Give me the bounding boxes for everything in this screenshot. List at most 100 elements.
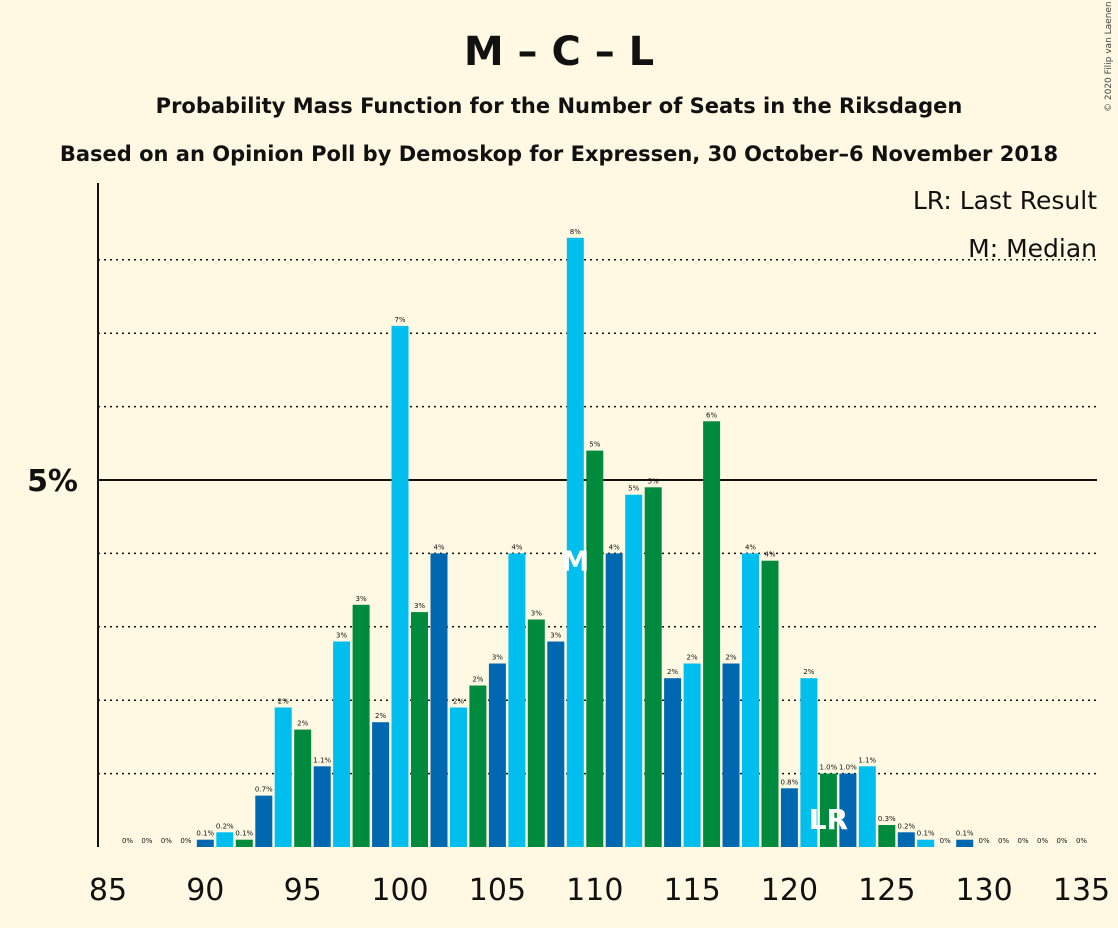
bar-93 bbox=[255, 795, 273, 847]
median-marker: M bbox=[561, 544, 589, 577]
data-label-130: 0% bbox=[979, 837, 990, 845]
bar-115 bbox=[683, 663, 701, 847]
data-label-124: 1.1% bbox=[858, 756, 876, 764]
x-tick-135: 135 bbox=[1053, 873, 1110, 908]
bar-120 bbox=[780, 788, 798, 847]
data-label-126: 0.2% bbox=[897, 822, 915, 830]
x-tick-90: 90 bbox=[186, 873, 224, 908]
bar-119 bbox=[761, 560, 779, 847]
data-label-88: 0% bbox=[161, 837, 172, 845]
bar-116 bbox=[703, 421, 721, 847]
bar-123 bbox=[839, 773, 857, 847]
legend-last-result: LR: Last Result bbox=[913, 186, 1097, 215]
bar-95 bbox=[294, 729, 312, 847]
data-labels: 0% 0% 0% 0%0.1%0.2%0.1%0.7%2%2%1.1%3%3%2%7%… bbox=[122, 228, 1087, 845]
data-label-128: 0% bbox=[940, 837, 951, 845]
data-label-118: 4% bbox=[745, 543, 756, 551]
markers: M LR bbox=[561, 544, 848, 836]
data-label-96: 1.1% bbox=[313, 756, 331, 764]
data-label-91: 0.2% bbox=[216, 822, 234, 830]
bar-122 bbox=[819, 773, 837, 847]
bar-91 bbox=[216, 832, 234, 847]
bar-90 bbox=[196, 839, 214, 847]
x-tick-95: 95 bbox=[284, 873, 322, 908]
data-label-133: 0% bbox=[1037, 837, 1048, 845]
x-tick-110: 110 bbox=[566, 873, 623, 908]
data-label-135: 0% bbox=[1076, 837, 1087, 845]
bar-113 bbox=[644, 487, 662, 847]
x-tick-115: 115 bbox=[663, 873, 720, 908]
bar-96 bbox=[313, 766, 331, 847]
x-tick-120: 120 bbox=[761, 873, 818, 908]
legend-median: M: Median bbox=[968, 234, 1097, 263]
data-label-121: 2% bbox=[803, 668, 814, 676]
bar-112 bbox=[625, 494, 643, 847]
data-label-101: 3% bbox=[414, 602, 425, 610]
bar-104 bbox=[469, 685, 487, 847]
bars bbox=[196, 237, 974, 848]
last-result-marker: LR bbox=[809, 803, 848, 836]
data-label-98: 3% bbox=[356, 595, 367, 603]
data-label-116: 6% bbox=[706, 411, 717, 419]
bar-102 bbox=[430, 553, 448, 847]
data-label-106: 4% bbox=[511, 543, 522, 551]
bar-129 bbox=[956, 839, 974, 847]
bar-114 bbox=[664, 678, 682, 847]
x-tick-85: 85 bbox=[89, 873, 127, 908]
data-label-87: 0% bbox=[141, 837, 152, 845]
data-label-131: 0% bbox=[998, 837, 1009, 845]
data-label-119: 4% bbox=[764, 551, 775, 559]
data-label-105: 3% bbox=[492, 654, 503, 662]
bar-101 bbox=[411, 612, 428, 847]
bar-110 bbox=[586, 450, 604, 847]
bar-105 bbox=[488, 663, 506, 847]
y-tick-labels: 5% bbox=[27, 464, 78, 499]
bar-127 bbox=[917, 839, 935, 847]
bar-106 bbox=[508, 553, 526, 847]
chart-subtitle: Probability Mass Function for the Number… bbox=[156, 94, 963, 118]
bar-97 bbox=[333, 641, 351, 847]
bar-126 bbox=[897, 832, 915, 847]
x-tick-105: 105 bbox=[469, 873, 526, 908]
data-label-109: 8% bbox=[570, 228, 581, 236]
data-label-107: 3% bbox=[531, 610, 542, 618]
data-label-90: 0.1% bbox=[196, 830, 214, 838]
data-label-108: 3% bbox=[550, 632, 561, 640]
chart-source: Based on an Opinion Poll by Demoskop for… bbox=[60, 142, 1058, 166]
data-label-103: 2% bbox=[453, 698, 464, 706]
data-label-111: 4% bbox=[609, 543, 620, 551]
bar-92 bbox=[235, 839, 253, 847]
data-label-113: 5% bbox=[648, 477, 659, 485]
data-label-120: 0.8% bbox=[781, 778, 799, 786]
chart-title: M – C – L bbox=[464, 29, 654, 75]
bar-98 bbox=[352, 604, 370, 847]
data-label-134: 0% bbox=[1056, 837, 1067, 845]
data-label-114: 2% bbox=[667, 668, 678, 676]
data-label-94: 2% bbox=[278, 698, 289, 706]
bar-108 bbox=[547, 641, 565, 847]
bar-124 bbox=[858, 766, 876, 847]
data-label-89: 0% bbox=[180, 837, 191, 845]
data-label-102: 4% bbox=[433, 543, 444, 551]
x-tick-labels: 85 90 95 100 105 110 115 120 125 130 135 bbox=[89, 873, 1110, 908]
data-label-99: 2% bbox=[375, 712, 386, 720]
x-tick-130: 130 bbox=[955, 873, 1012, 908]
data-label-100: 7% bbox=[394, 316, 405, 324]
data-label-93: 0.7% bbox=[255, 786, 273, 794]
bar-103 bbox=[450, 707, 467, 847]
copyright-note: © 2020 Filip van Laenen bbox=[1104, 1, 1114, 112]
x-tick-125: 125 bbox=[858, 873, 915, 908]
bar-99 bbox=[372, 722, 390, 847]
data-label-122: 1.0% bbox=[820, 764, 838, 772]
bar-118 bbox=[742, 553, 759, 847]
data-label-125: 0.3% bbox=[878, 815, 896, 823]
bar-111 bbox=[605, 553, 623, 847]
bar-100 bbox=[391, 325, 409, 847]
x-tick-100: 100 bbox=[371, 873, 428, 908]
bar-121 bbox=[800, 678, 818, 847]
data-label-86: 0% bbox=[122, 837, 133, 845]
data-label-104: 2% bbox=[472, 676, 483, 684]
data-label-129: 0.1% bbox=[956, 830, 974, 838]
